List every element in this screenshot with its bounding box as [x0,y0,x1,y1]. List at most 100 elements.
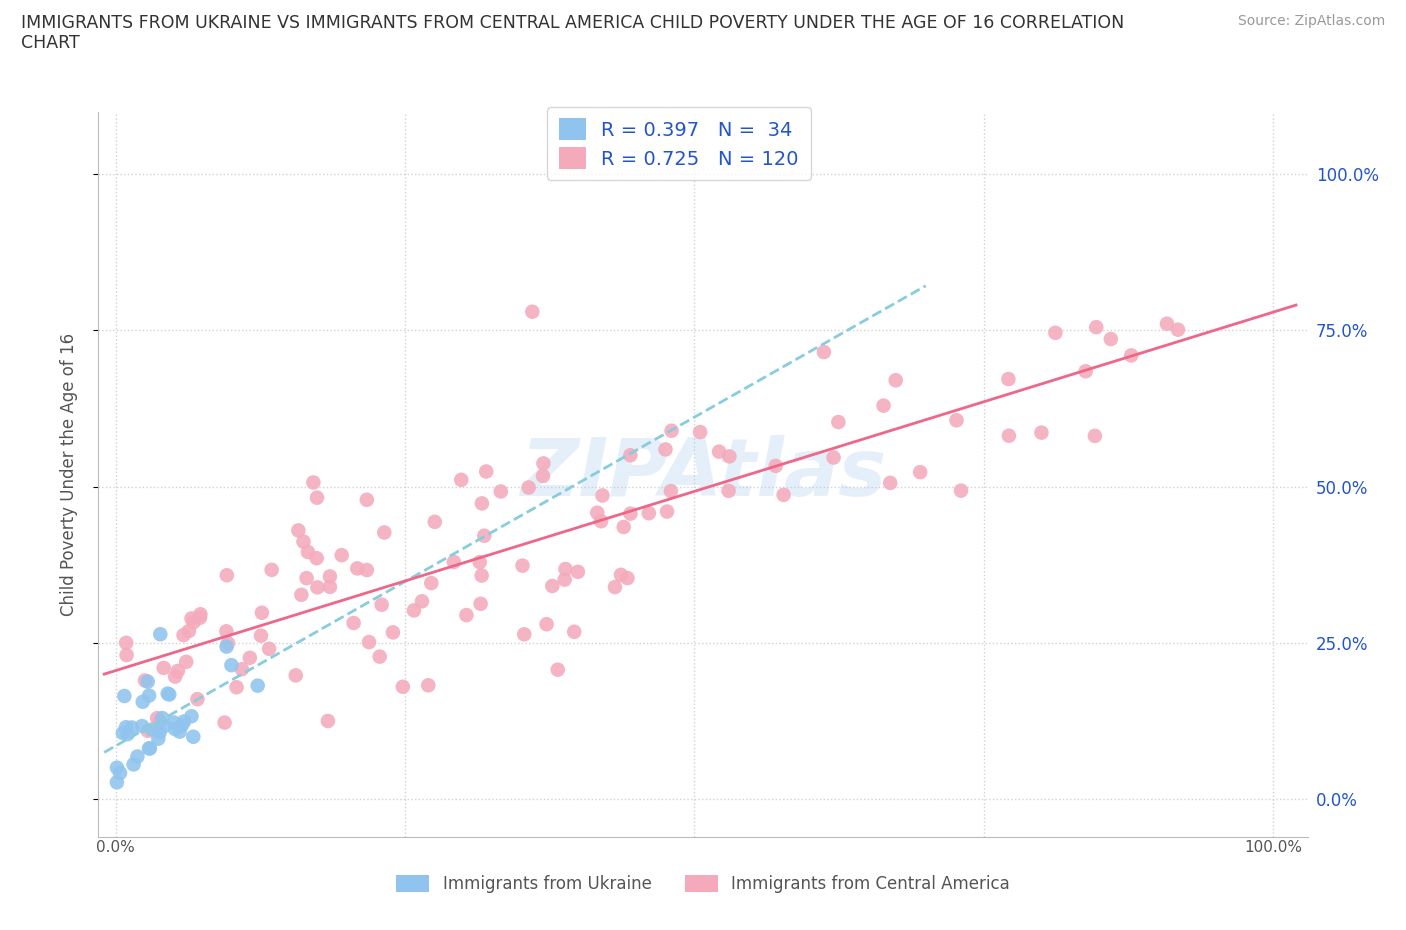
Point [879,475,901,490]
Point [183,615,205,630]
Point [150,711,173,725]
Legend: Immigrants from Ukraine, Immigrants from Central America: Immigrants from Ukraine, Immigrants from… [388,867,1018,901]
Point [512,558,534,573]
Point [287,523,309,538]
Point [180,709,202,724]
Point [157,687,180,702]
Point [717,484,740,498]
Point [167,663,190,678]
Point [1084,429,1107,444]
Point [257,642,280,657]
Point [356,492,378,507]
Point [554,572,576,587]
Point [718,449,741,464]
Point [655,504,678,519]
Point [637,506,659,521]
Point [1045,326,1067,340]
Point [149,725,172,740]
Point [998,429,1021,444]
Point [1121,348,1143,363]
Point [884,373,907,388]
Point [156,686,179,701]
Point [136,674,159,689]
Point [541,578,564,593]
Point [186,692,208,707]
Point [536,617,558,631]
Point [586,505,609,520]
Point [522,304,544,319]
Point [613,520,636,535]
Point [689,425,711,440]
Text: 100.0%: 100.0% [1244,840,1302,855]
Point [562,624,585,639]
Point [343,616,366,631]
Point [368,649,391,664]
Point [173,714,195,729]
Point [475,464,498,479]
Point [370,597,392,612]
Point [134,673,156,688]
Point [1167,322,1189,337]
Point [122,757,145,772]
Point [1099,332,1122,347]
Point [357,634,380,649]
Point [163,722,186,737]
Point [603,579,626,594]
Point [163,715,186,730]
Point [470,596,492,611]
Point [619,506,641,521]
Point [471,568,494,583]
Point [115,635,138,650]
Point [346,561,368,576]
Point [121,720,143,735]
Point [489,484,512,498]
Point [610,567,633,582]
Point [533,456,555,471]
Point [531,469,554,484]
Point [297,545,319,560]
Point [174,655,197,670]
Point [908,465,931,480]
Point [127,749,149,764]
Point [471,496,494,511]
Point [772,487,794,502]
Point [149,627,172,642]
Point [997,372,1019,387]
Point [141,722,163,737]
Point [180,611,202,626]
Point [115,720,138,735]
Point [148,731,170,746]
Text: ZIPAtlas: ZIPAtlas [520,435,886,513]
Point [381,625,404,640]
Point [654,442,676,457]
Point [418,678,440,693]
Point [659,484,682,498]
Point [221,658,243,672]
Point [148,714,170,729]
Point [1074,364,1097,379]
Point [292,534,315,549]
Point [450,472,472,487]
Point [239,650,262,665]
Y-axis label: Child Poverty Under the Age of 16: Child Poverty Under the Age of 16 [59,333,77,616]
Point [307,580,329,595]
Point [872,398,894,413]
Point [554,562,576,577]
Point [136,724,159,738]
Point [284,668,307,683]
Point [117,726,139,741]
Point [1031,425,1053,440]
Point [423,514,446,529]
Point [153,719,176,734]
Point [115,647,138,662]
Point [215,639,238,654]
Point [260,563,283,578]
Point [169,724,191,739]
Point [513,627,536,642]
Point [215,624,238,639]
Point [765,458,787,473]
Point [188,610,211,625]
Point [132,695,155,710]
Point [1156,316,1178,331]
Point [945,413,967,428]
